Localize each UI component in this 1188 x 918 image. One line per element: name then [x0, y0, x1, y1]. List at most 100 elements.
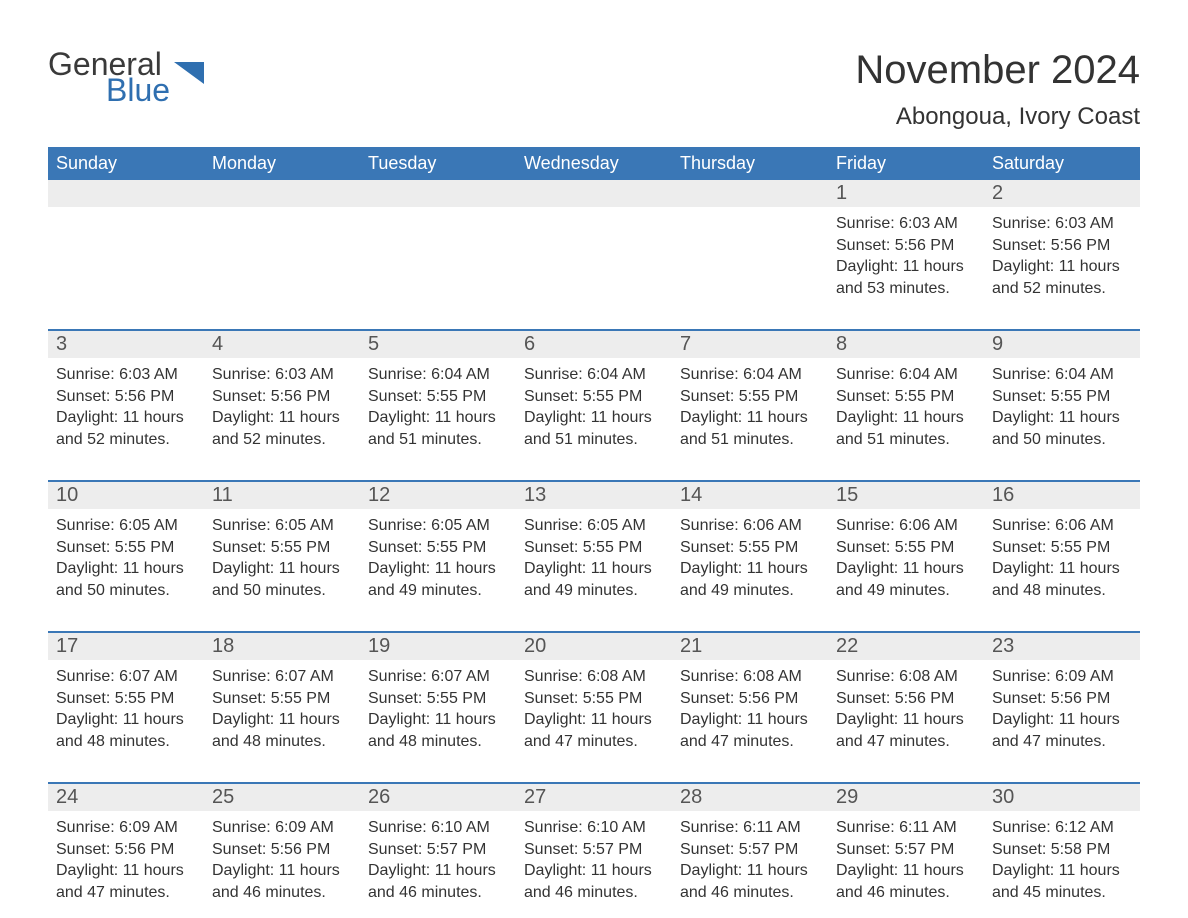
day-cell-empty	[516, 207, 672, 305]
sunrise-line: Sunrise: 6:09 AM	[56, 817, 196, 839]
sunrise-line: Sunrise: 6:07 AM	[368, 666, 508, 688]
daynum-strip: 10111213141516	[48, 482, 1140, 509]
sunset-line: Sunset: 5:55 PM	[56, 537, 196, 559]
sunset-line: Sunset: 5:56 PM	[992, 235, 1132, 257]
week-row: 3456789Sunrise: 6:03 AMSunset: 5:56 PMDa…	[48, 329, 1140, 456]
sunrise-line: Sunrise: 6:03 AM	[836, 213, 976, 235]
sunset-line: Sunset: 5:57 PM	[368, 839, 508, 861]
daynum-strip: 17181920212223	[48, 633, 1140, 660]
logo: General Blue	[48, 48, 204, 106]
sunrise-line: Sunrise: 6:03 AM	[992, 213, 1132, 235]
day-cell: Sunrise: 6:04 AMSunset: 5:55 PMDaylight:…	[672, 358, 828, 456]
day-number: 26	[360, 784, 516, 811]
sunrise-line: Sunrise: 6:04 AM	[836, 364, 976, 386]
day-number: 28	[672, 784, 828, 811]
dow-friday: Friday	[828, 147, 984, 180]
daylight-line: Daylight: 11 hours and 51 minutes.	[680, 407, 820, 450]
day-cell: Sunrise: 6:06 AMSunset: 5:55 PMDaylight:…	[828, 509, 984, 607]
day-cell: Sunrise: 6:05 AMSunset: 5:55 PMDaylight:…	[48, 509, 204, 607]
sunrise-line: Sunrise: 6:11 AM	[836, 817, 976, 839]
sunrise-line: Sunrise: 6:05 AM	[212, 515, 352, 537]
day-cell: Sunrise: 6:08 AMSunset: 5:55 PMDaylight:…	[516, 660, 672, 758]
daylight-line: Daylight: 11 hours and 48 minutes.	[212, 709, 352, 752]
day-number: 9	[984, 331, 1140, 358]
day-cell: Sunrise: 6:03 AMSunset: 5:56 PMDaylight:…	[204, 358, 360, 456]
day-number	[360, 180, 516, 207]
day-cell: Sunrise: 6:03 AMSunset: 5:56 PMDaylight:…	[984, 207, 1140, 305]
sunrise-line: Sunrise: 6:06 AM	[836, 515, 976, 537]
day-number: 2	[984, 180, 1140, 207]
day-cell: Sunrise: 6:07 AMSunset: 5:55 PMDaylight:…	[204, 660, 360, 758]
day-number: 13	[516, 482, 672, 509]
day-cell: Sunrise: 6:03 AMSunset: 5:56 PMDaylight:…	[48, 358, 204, 456]
sunrise-line: Sunrise: 6:06 AM	[992, 515, 1132, 537]
day-number: 15	[828, 482, 984, 509]
dow-monday: Monday	[204, 147, 360, 180]
day-cell-empty	[672, 207, 828, 305]
daylight-line: Daylight: 11 hours and 47 minutes.	[836, 709, 976, 752]
sunset-line: Sunset: 5:55 PM	[524, 537, 664, 559]
daylight-line: Daylight: 11 hours and 47 minutes.	[56, 860, 196, 903]
day-number	[516, 180, 672, 207]
daylight-line: Daylight: 11 hours and 46 minutes.	[524, 860, 664, 903]
day-cell: Sunrise: 6:05 AMSunset: 5:55 PMDaylight:…	[516, 509, 672, 607]
week-row: 12Sunrise: 6:03 AMSunset: 5:56 PMDayligh…	[48, 180, 1140, 305]
day-number: 16	[984, 482, 1140, 509]
day-cell: Sunrise: 6:05 AMSunset: 5:55 PMDaylight:…	[360, 509, 516, 607]
daylight-line: Daylight: 11 hours and 51 minutes.	[836, 407, 976, 450]
daylight-line: Daylight: 11 hours and 52 minutes.	[992, 256, 1132, 299]
sunrise-line: Sunrise: 6:09 AM	[992, 666, 1132, 688]
sunrise-line: Sunrise: 6:10 AM	[524, 817, 664, 839]
day-cell: Sunrise: 6:04 AMSunset: 5:55 PMDaylight:…	[516, 358, 672, 456]
header: General Blue November 2024 Abongoua, Ivo…	[48, 20, 1140, 141]
sunset-line: Sunset: 5:56 PM	[212, 839, 352, 861]
sunset-line: Sunset: 5:55 PM	[836, 386, 976, 408]
daylight-line: Daylight: 11 hours and 45 minutes.	[992, 860, 1132, 903]
daylight-line: Daylight: 11 hours and 47 minutes.	[524, 709, 664, 752]
daylight-line: Daylight: 11 hours and 51 minutes.	[368, 407, 508, 450]
sunset-line: Sunset: 5:55 PM	[992, 386, 1132, 408]
day-cell: Sunrise: 6:05 AMSunset: 5:55 PMDaylight:…	[204, 509, 360, 607]
daylight-line: Daylight: 11 hours and 46 minutes.	[836, 860, 976, 903]
day-number: 22	[828, 633, 984, 660]
daynum-strip: 3456789	[48, 331, 1140, 358]
day-cell-empty	[48, 207, 204, 305]
sunrise-line: Sunrise: 6:04 AM	[680, 364, 820, 386]
sunset-line: Sunset: 5:56 PM	[836, 235, 976, 257]
daylight-line: Daylight: 11 hours and 51 minutes.	[524, 407, 664, 450]
sunrise-line: Sunrise: 6:07 AM	[212, 666, 352, 688]
day-cell: Sunrise: 6:07 AMSunset: 5:55 PMDaylight:…	[48, 660, 204, 758]
sunset-line: Sunset: 5:56 PM	[680, 688, 820, 710]
day-cell: Sunrise: 6:12 AMSunset: 5:58 PMDaylight:…	[984, 811, 1140, 909]
sunset-line: Sunset: 5:57 PM	[680, 839, 820, 861]
day-cell: Sunrise: 6:04 AMSunset: 5:55 PMDaylight:…	[984, 358, 1140, 456]
day-number	[672, 180, 828, 207]
day-cell: Sunrise: 6:08 AMSunset: 5:56 PMDaylight:…	[828, 660, 984, 758]
daylight-line: Daylight: 11 hours and 46 minutes.	[680, 860, 820, 903]
day-cell: Sunrise: 6:06 AMSunset: 5:55 PMDaylight:…	[672, 509, 828, 607]
sunrise-line: Sunrise: 6:08 AM	[680, 666, 820, 688]
title-block: November 2024 Abongoua, Ivory Coast	[855, 20, 1140, 141]
day-number: 11	[204, 482, 360, 509]
sunset-line: Sunset: 5:55 PM	[680, 537, 820, 559]
sunset-line: Sunset: 5:55 PM	[836, 537, 976, 559]
day-number: 24	[48, 784, 204, 811]
day-number: 21	[672, 633, 828, 660]
sunrise-line: Sunrise: 6:03 AM	[56, 364, 196, 386]
dow-sunday: Sunday	[48, 147, 204, 180]
day-cell: Sunrise: 6:09 AMSunset: 5:56 PMDaylight:…	[204, 811, 360, 909]
sunrise-line: Sunrise: 6:09 AM	[212, 817, 352, 839]
week-row: 10111213141516Sunrise: 6:05 AMSunset: 5:…	[48, 480, 1140, 607]
sunrise-line: Sunrise: 6:05 AM	[56, 515, 196, 537]
day-cell: Sunrise: 6:09 AMSunset: 5:56 PMDaylight:…	[984, 660, 1140, 758]
logo-triangle-icon	[174, 62, 204, 84]
sunset-line: Sunset: 5:55 PM	[992, 537, 1132, 559]
dow-header: SundayMondayTuesdayWednesdayThursdayFrid…	[48, 147, 1140, 180]
sunset-line: Sunset: 5:55 PM	[368, 386, 508, 408]
sunset-line: Sunset: 5:55 PM	[212, 537, 352, 559]
sunrise-line: Sunrise: 6:03 AM	[212, 364, 352, 386]
sunset-line: Sunset: 5:56 PM	[56, 386, 196, 408]
sunrise-line: Sunrise: 6:05 AM	[368, 515, 508, 537]
day-cell: Sunrise: 6:09 AMSunset: 5:56 PMDaylight:…	[48, 811, 204, 909]
day-cell-empty	[360, 207, 516, 305]
